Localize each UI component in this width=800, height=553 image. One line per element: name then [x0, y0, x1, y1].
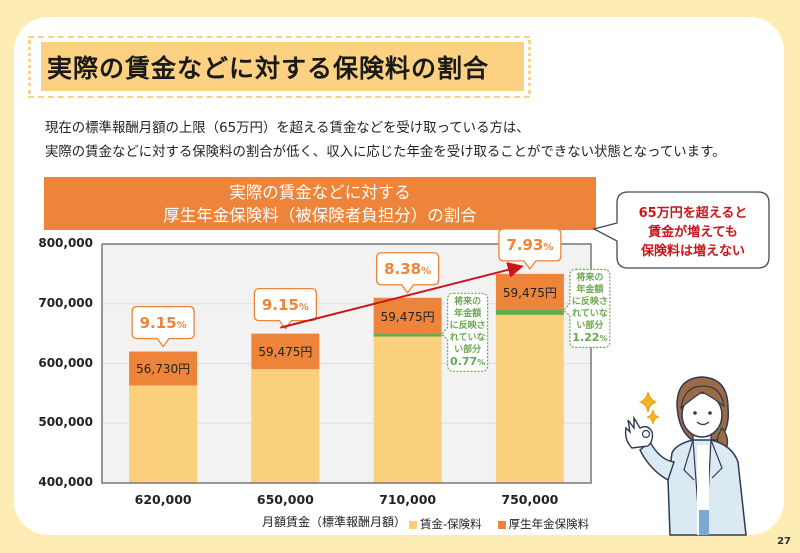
chart-title-line-2: 厚生年金保険料（被保険者負担分）の割合 — [163, 206, 477, 225]
legend-swatch-premium — [497, 520, 506, 529]
x-tick-label: 650,000 — [256, 492, 314, 507]
intro-line-2: 実際の賃金などに対する保険料の割合が低く、収入に応じた年金を受け取ることができな… — [45, 145, 726, 160]
bar-wage — [251, 369, 320, 483]
not-reflected-text: い部分 — [454, 345, 482, 356]
x-axis-label: 月額賃金（標準報酬月額） — [262, 515, 407, 529]
rate-value: 9.15 — [139, 313, 177, 332]
rate-bubbles — [131, 228, 562, 348]
page-title-box: 実際の賃金などに対する保険料の割合 — [41, 42, 524, 91]
not-reflected-bubble — [440, 292, 489, 372]
axes — [101, 243, 592, 484]
rate-unit: % — [298, 301, 309, 313]
title-dotted-right — [528, 40, 531, 94]
bar-premium — [129, 351, 198, 386]
bar-premium-label: 59,475円 — [502, 285, 557, 300]
rate-label: 7.93% — [499, 236, 561, 254]
bar-wage — [129, 385, 198, 483]
title-dotted-left — [28, 40, 31, 94]
legend-label-premium: 厚生年金保険料 — [508, 517, 590, 531]
not-reflected-bubble — [563, 268, 611, 349]
legend-item-premium: 厚生年金保険料 — [497, 516, 590, 532]
callout-text: 65万円を超えると 賃金が増えても 保険料は増えない — [618, 204, 768, 261]
x-tick-label: 620,000 — [134, 492, 192, 507]
title-dashed-frame — [28, 36, 530, 98]
bar-premium-label: 59,475円 — [380, 309, 435, 324]
rate-value: 9.15 — [261, 295, 299, 314]
chart-title: 実際の賃金などに対する 厚生年金保険料（被保険者負担分）の割合 — [44, 177, 596, 230]
bar-not-reflected — [495, 309, 564, 315]
rate-bubble — [131, 305, 195, 348]
rate-label: 9.15% — [132, 314, 194, 332]
page-title: 実際の賃金などに対する保険料の割合 — [47, 53, 490, 83]
legend-label-wage: 賃金-保険料 — [420, 517, 482, 531]
legend: 賃金-保険料 厚生年金保険料 — [409, 516, 589, 532]
not-reflected-text: れていな — [572, 309, 608, 320]
page-number: 27 — [777, 536, 791, 547]
bar-premium — [373, 297, 442, 334]
not-reflected-text: 年金額 — [454, 309, 482, 320]
intro-line-1: 現在の標準報酬月額の上限（65万円）を超える賃金などを受け取っている方は、 — [45, 121, 530, 136]
rate-unit: % — [421, 265, 432, 277]
plot-frame — [101, 243, 592, 484]
bars — [129, 273, 564, 483]
not-reflected-text: に反映さ — [449, 321, 486, 332]
bar-premium-label: 59,475円 — [258, 345, 313, 360]
not-reflected-note: 将来の 年金額 に反映さ れていな い部分 1.22% — [572, 272, 608, 345]
not-reflected-text: れていな — [449, 333, 486, 344]
legend-item-wage: 賃金-保険料 — [409, 516, 482, 532]
callout-line-1: 65万円を超えると — [638, 206, 748, 221]
not-reflected-pct: 1.22% — [572, 331, 608, 345]
not-reflected-text: 年金額 — [576, 285, 604, 296]
rate-value: 7.93 — [506, 235, 544, 254]
rate-unit: % — [176, 319, 187, 331]
bar-premium — [251, 333, 320, 370]
not-reflected-text: に反映さ — [571, 297, 608, 308]
rate-label: 9.15% — [254, 296, 316, 314]
not-reflected-pct: 0.77% — [450, 355, 486, 369]
x-tick-label: 750,000 — [501, 492, 559, 507]
callout-bubble — [592, 191, 770, 269]
x-tick-label: 710,000 — [379, 492, 437, 507]
bar-not-reflected — [373, 333, 442, 337]
rate-unit: % — [543, 241, 554, 253]
y-tick-label: 500,000 — [38, 415, 93, 430]
not-reflected-text: い部分 — [576, 321, 604, 332]
y-tick-label: 700,000 — [38, 295, 93, 310]
rate-label: 8.38% — [377, 260, 439, 278]
bar-premium — [495, 273, 564, 310]
callout-line-2: 賃金が増えても — [648, 225, 738, 240]
trend-arrow — [280, 262, 524, 329]
not-reflected-text: 将来の — [454, 297, 482, 308]
not-reflected-text: 将来の — [576, 273, 604, 284]
bar-wage — [495, 314, 564, 483]
bar-premium-label: 56,730円 — [136, 362, 191, 377]
y-tick-label: 400,000 — [38, 475, 93, 489]
rate-value: 8.38 — [384, 259, 422, 278]
intro-text: 現在の標準報酬月額の上限（65万円）を超える賃金などを受け取っている方は、 実際… — [45, 117, 726, 165]
y-tick-label: 800,000 — [38, 236, 93, 250]
not-reflected-note: 将来の 年金額 に反映さ れていな い部分 0.77% — [450, 296, 486, 369]
y-tick-label: 600,000 — [38, 355, 93, 370]
callout-line-3: 保険料は増えない — [640, 244, 745, 259]
chart-title-line-1: 実際の賃金などに対する — [229, 183, 411, 202]
rate-bubble — [375, 252, 440, 294]
rate-bubble — [498, 228, 562, 270]
legend-swatch-wage — [409, 520, 417, 529]
bar-wage — [373, 336, 442, 483]
not-reflected-notes — [440, 268, 611, 372]
